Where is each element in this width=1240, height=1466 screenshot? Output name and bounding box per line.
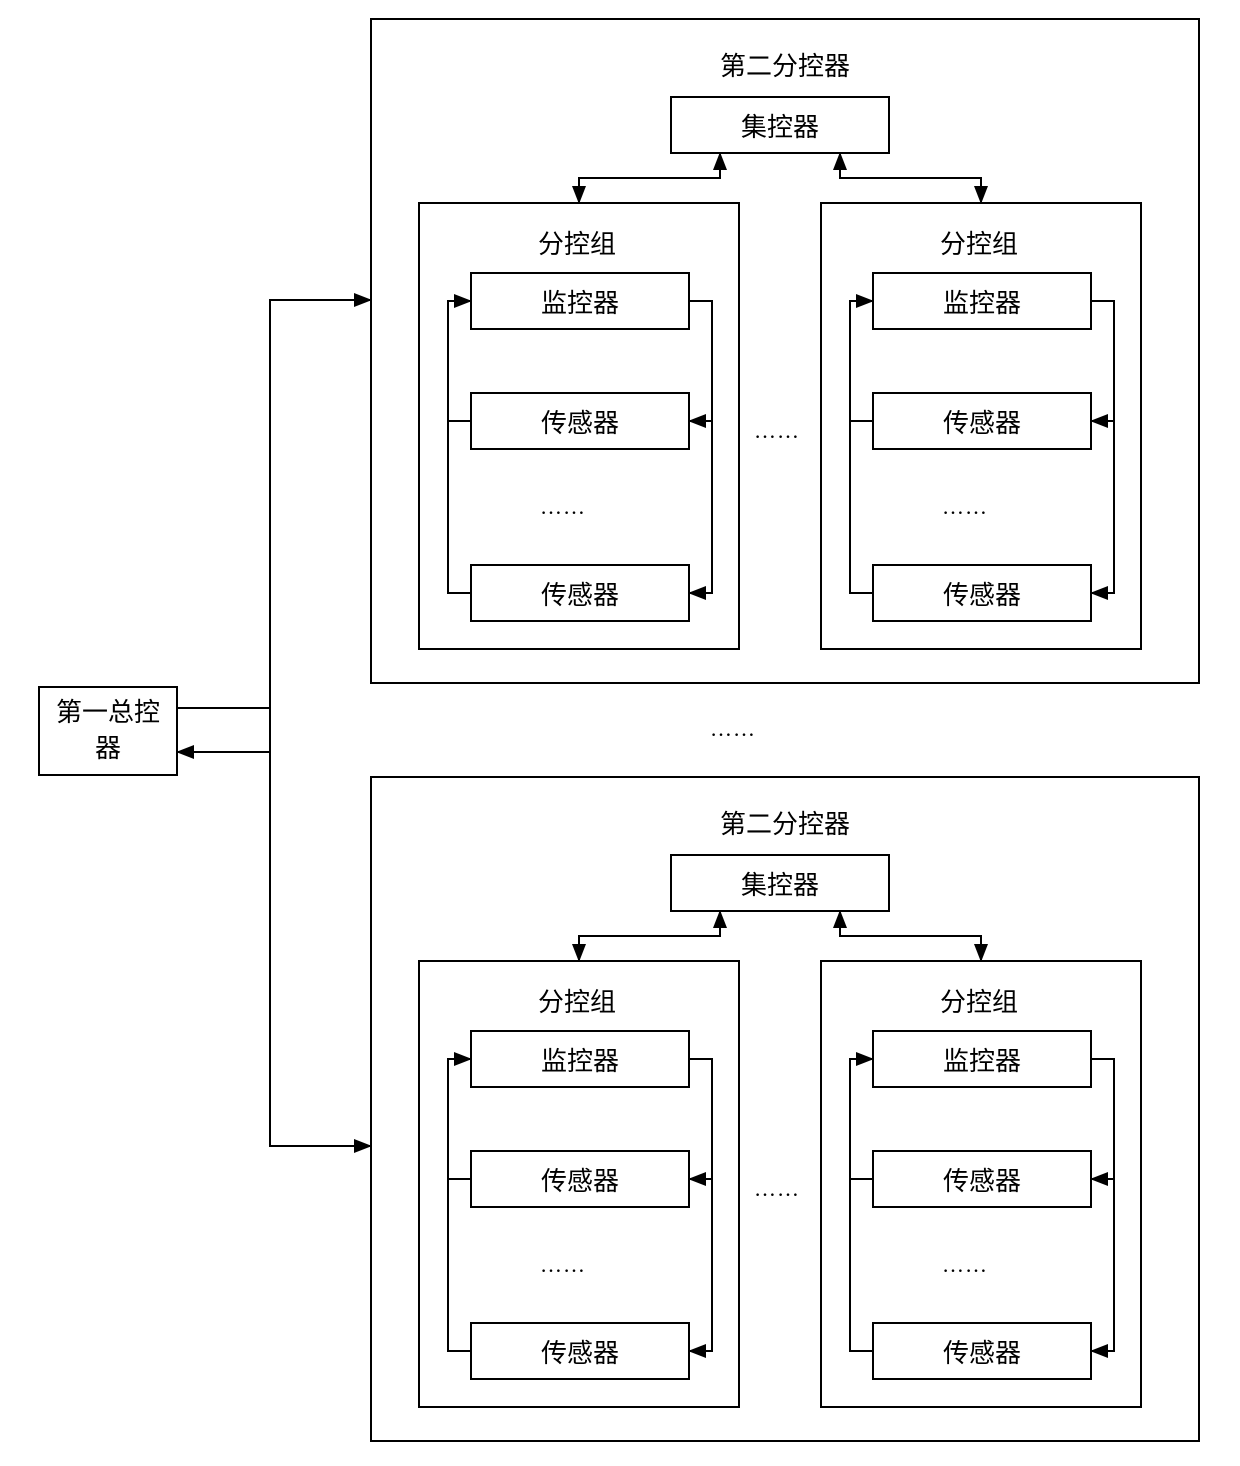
sensor-label: 传感器: [541, 1161, 619, 1198]
sensor-label: 传感器: [943, 575, 1021, 612]
sensor-box: 传感器: [470, 564, 690, 622]
sensor-box: 传感器: [872, 1322, 1092, 1380]
sensors-ellipsis: ……: [942, 494, 988, 520]
master-controller-label: 第一总控器: [52, 695, 164, 768]
sensor-box: 传感器: [872, 392, 1092, 450]
sensor-label: 传感器: [541, 1333, 619, 1370]
control-group-title: 分控组: [538, 982, 616, 1019]
monitor-label: 监控器: [541, 283, 619, 320]
monitor-box: 监控器: [470, 1030, 690, 1088]
sensor-label: 传感器: [943, 1161, 1021, 1198]
monitor-box: 监控器: [872, 1030, 1092, 1088]
groups-ellipsis: ……: [754, 1176, 800, 1202]
groups-ellipsis: ……: [754, 418, 800, 444]
sensor-label: 传感器: [943, 1333, 1021, 1370]
aggregator-box: 集控器: [670, 96, 890, 154]
sensor-box: 传感器: [872, 564, 1092, 622]
controllers-ellipsis: ……: [710, 716, 756, 742]
sensor-label: 传感器: [541, 403, 619, 440]
aggregator-label: 集控器: [741, 107, 819, 144]
monitor-label: 监控器: [943, 283, 1021, 320]
sub-controller-title: 第二分控器: [720, 804, 850, 841]
monitor-label: 监控器: [943, 1041, 1021, 1078]
sensor-box: 传感器: [470, 392, 690, 450]
sensor-box: 传感器: [470, 1150, 690, 1208]
sensor-label: 传感器: [541, 575, 619, 612]
control-group-title: 分控组: [940, 224, 1018, 261]
control-group-title: 分控组: [538, 224, 616, 261]
sensor-box: 传感器: [470, 1322, 690, 1380]
sensors-ellipsis: ……: [942, 1252, 988, 1278]
sensors-ellipsis: ……: [540, 494, 586, 520]
aggregator-box: 集控器: [670, 854, 890, 912]
sensor-box: 传感器: [872, 1150, 1092, 1208]
control-group-title: 分控组: [940, 982, 1018, 1019]
sensors-ellipsis: ……: [540, 1252, 586, 1278]
monitor-label: 监控器: [541, 1041, 619, 1078]
monitor-box: 监控器: [470, 272, 690, 330]
aggregator-label: 集控器: [741, 865, 819, 902]
master-controller-box: 第一总控器: [38, 686, 178, 776]
sensor-label: 传感器: [943, 403, 1021, 440]
monitor-box: 监控器: [872, 272, 1092, 330]
sub-controller-title: 第二分控器: [720, 46, 850, 83]
